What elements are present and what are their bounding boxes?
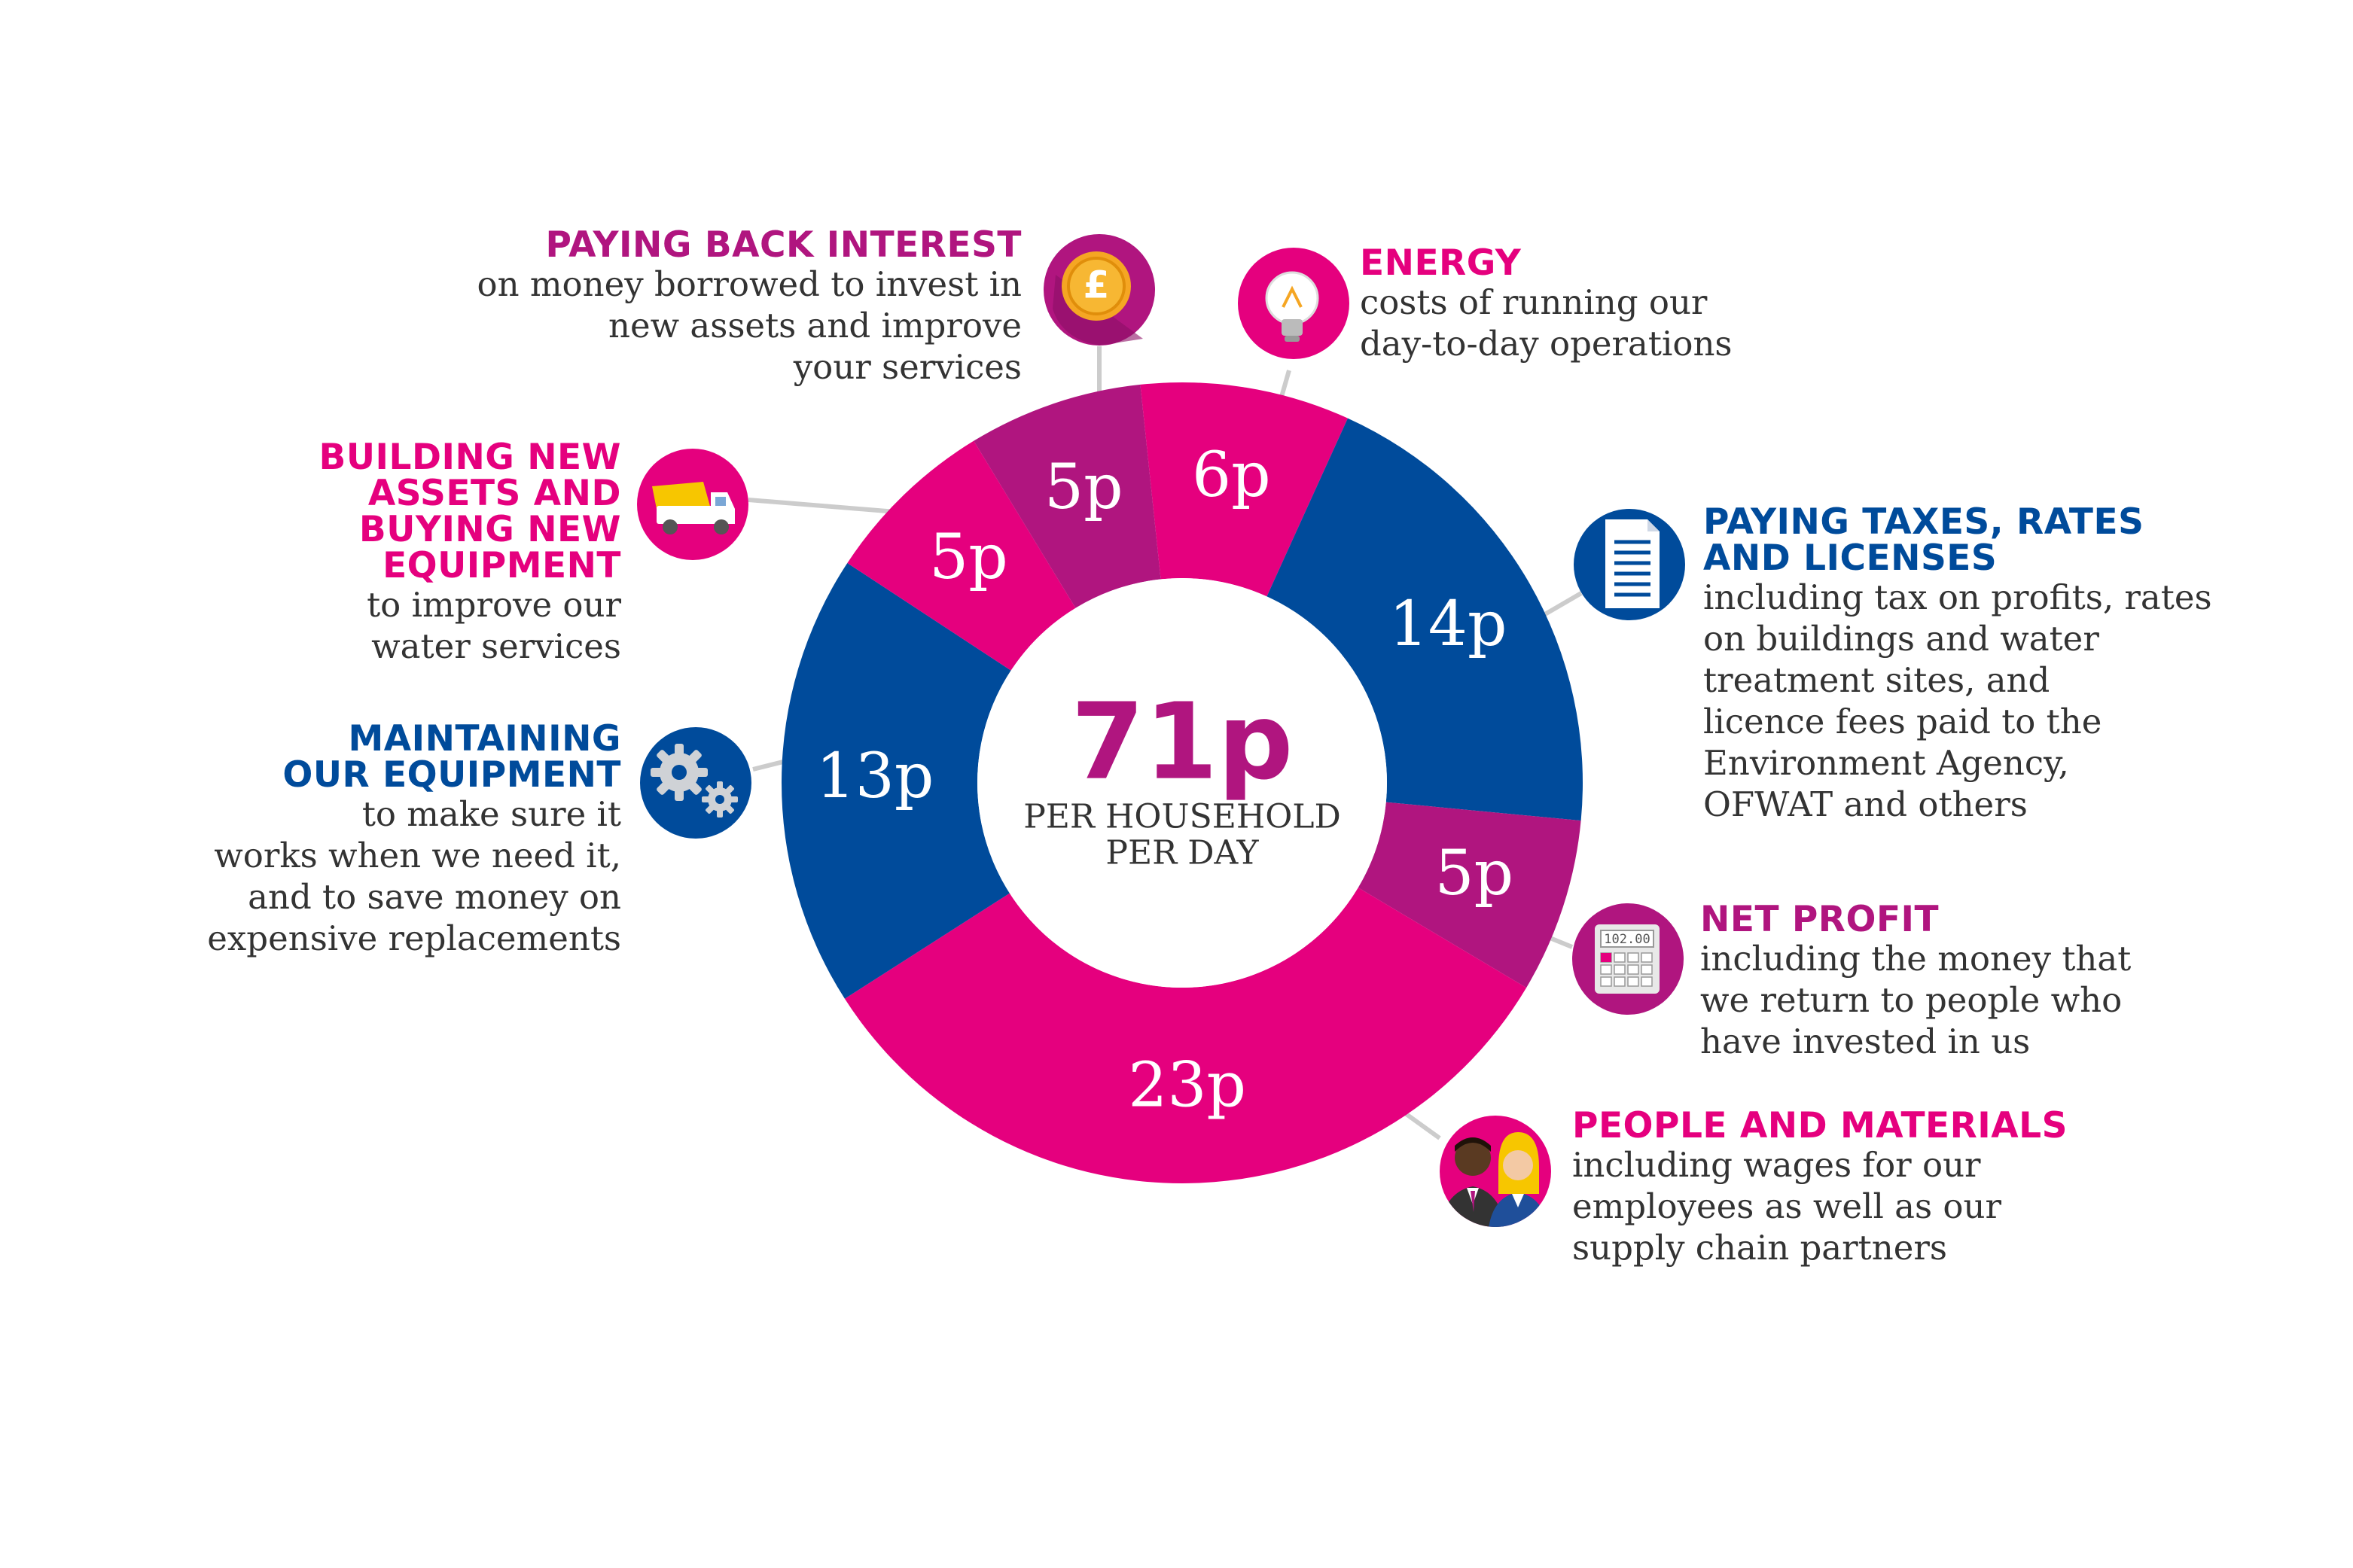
profit-title: NET PROFIT bbox=[1700, 899, 1940, 940]
interest-desc: on money borrowed to invest in new asset… bbox=[477, 264, 1022, 387]
building-desc: to improve our water services bbox=[367, 585, 621, 666]
center-line-2: PER DAY bbox=[1105, 834, 1259, 872]
people-desc: including wages for our employees as wel… bbox=[1572, 1145, 2001, 1268]
taxes-title: PAYING TAXES, RATES AND LICENSES bbox=[1703, 501, 2144, 579]
category-maintaining: MAINTAINING OUR EQUIPMENT to make sure i… bbox=[207, 721, 621, 959]
slice-labels: 6p 14p 5p 23p 13p 5p 5p bbox=[816, 440, 1514, 1122]
center-total: 71p bbox=[1071, 681, 1293, 804]
people-icon bbox=[1440, 1116, 1551, 1227]
lightbulb-icon bbox=[1238, 248, 1349, 359]
center-line-1: PER HOUSEHOLD bbox=[1023, 798, 1341, 836]
donut-center bbox=[977, 578, 1387, 988]
donut-slice-4 bbox=[781, 562, 1011, 999]
connector-building bbox=[748, 498, 897, 514]
donut-slice-6 bbox=[974, 384, 1161, 608]
energy-title: ENERGY bbox=[1360, 242, 1522, 284]
category-people: PEOPLE AND MATERIALS including wages for… bbox=[1572, 1108, 2068, 1268]
calculator-icon: 102.00 bbox=[1572, 903, 1684, 1015]
energy-desc: costs of running our day-to-day operatio… bbox=[1360, 282, 1733, 364]
document-icon bbox=[1574, 509, 1685, 620]
maintaining-desc: to make sure it works when we need it, a… bbox=[207, 794, 621, 958]
category-energy: ENERGY costs of running our day-to-day o… bbox=[1360, 245, 1733, 364]
category-taxes: PAYING TAXES, RATES AND LICENSES includi… bbox=[1703, 504, 2212, 825]
building-title: BUILDING NEW ASSETS AND BUYING NEW EQUIP… bbox=[319, 437, 621, 586]
dump-truck-icon bbox=[637, 449, 748, 560]
slice-label-5: 5p bbox=[929, 522, 1008, 593]
interest-title: PAYING BACK INTEREST bbox=[545, 224, 1022, 266]
category-building: BUILDING NEW ASSETS AND BUYING NEW EQUIP… bbox=[319, 440, 621, 667]
donut-slice-5 bbox=[847, 440, 1076, 671]
slice-label-2: 5p bbox=[1435, 838, 1514, 909]
slice-label-1: 14p bbox=[1389, 589, 1507, 660]
calculator-display: 102.00 bbox=[1604, 932, 1650, 947]
slice-label-0: 6p bbox=[1192, 440, 1271, 511]
slice-label-4: 13p bbox=[816, 741, 934, 812]
maintaining-title: MAINTAINING OUR EQUIPMENT bbox=[282, 718, 621, 796]
donut-slices bbox=[781, 382, 1583, 1184]
profit-desc: including the money that we return to pe… bbox=[1700, 939, 2132, 1061]
donut-slice-0 bbox=[1140, 382, 1348, 597]
svg-text:£: £ bbox=[1084, 263, 1110, 307]
donut-slice-1 bbox=[1266, 418, 1583, 821]
donut-slice-2 bbox=[1358, 802, 1581, 988]
donut-slice-3 bbox=[844, 888, 1527, 1184]
pound-coin-icon: £ bbox=[1044, 234, 1155, 346]
slice-label-6: 5p bbox=[1044, 452, 1123, 523]
people-title: PEOPLE AND MATERIALS bbox=[1572, 1105, 2068, 1146]
taxes-desc: including tax on profits, rates on build… bbox=[1703, 577, 2212, 824]
slice-label-3: 23p bbox=[1128, 1049, 1246, 1121]
gears-icon bbox=[640, 727, 751, 839]
category-interest: PAYING BACK INTEREST on money borrowed t… bbox=[477, 227, 1022, 388]
category-profit: NET PROFIT including the money that we r… bbox=[1700, 902, 2131, 1062]
